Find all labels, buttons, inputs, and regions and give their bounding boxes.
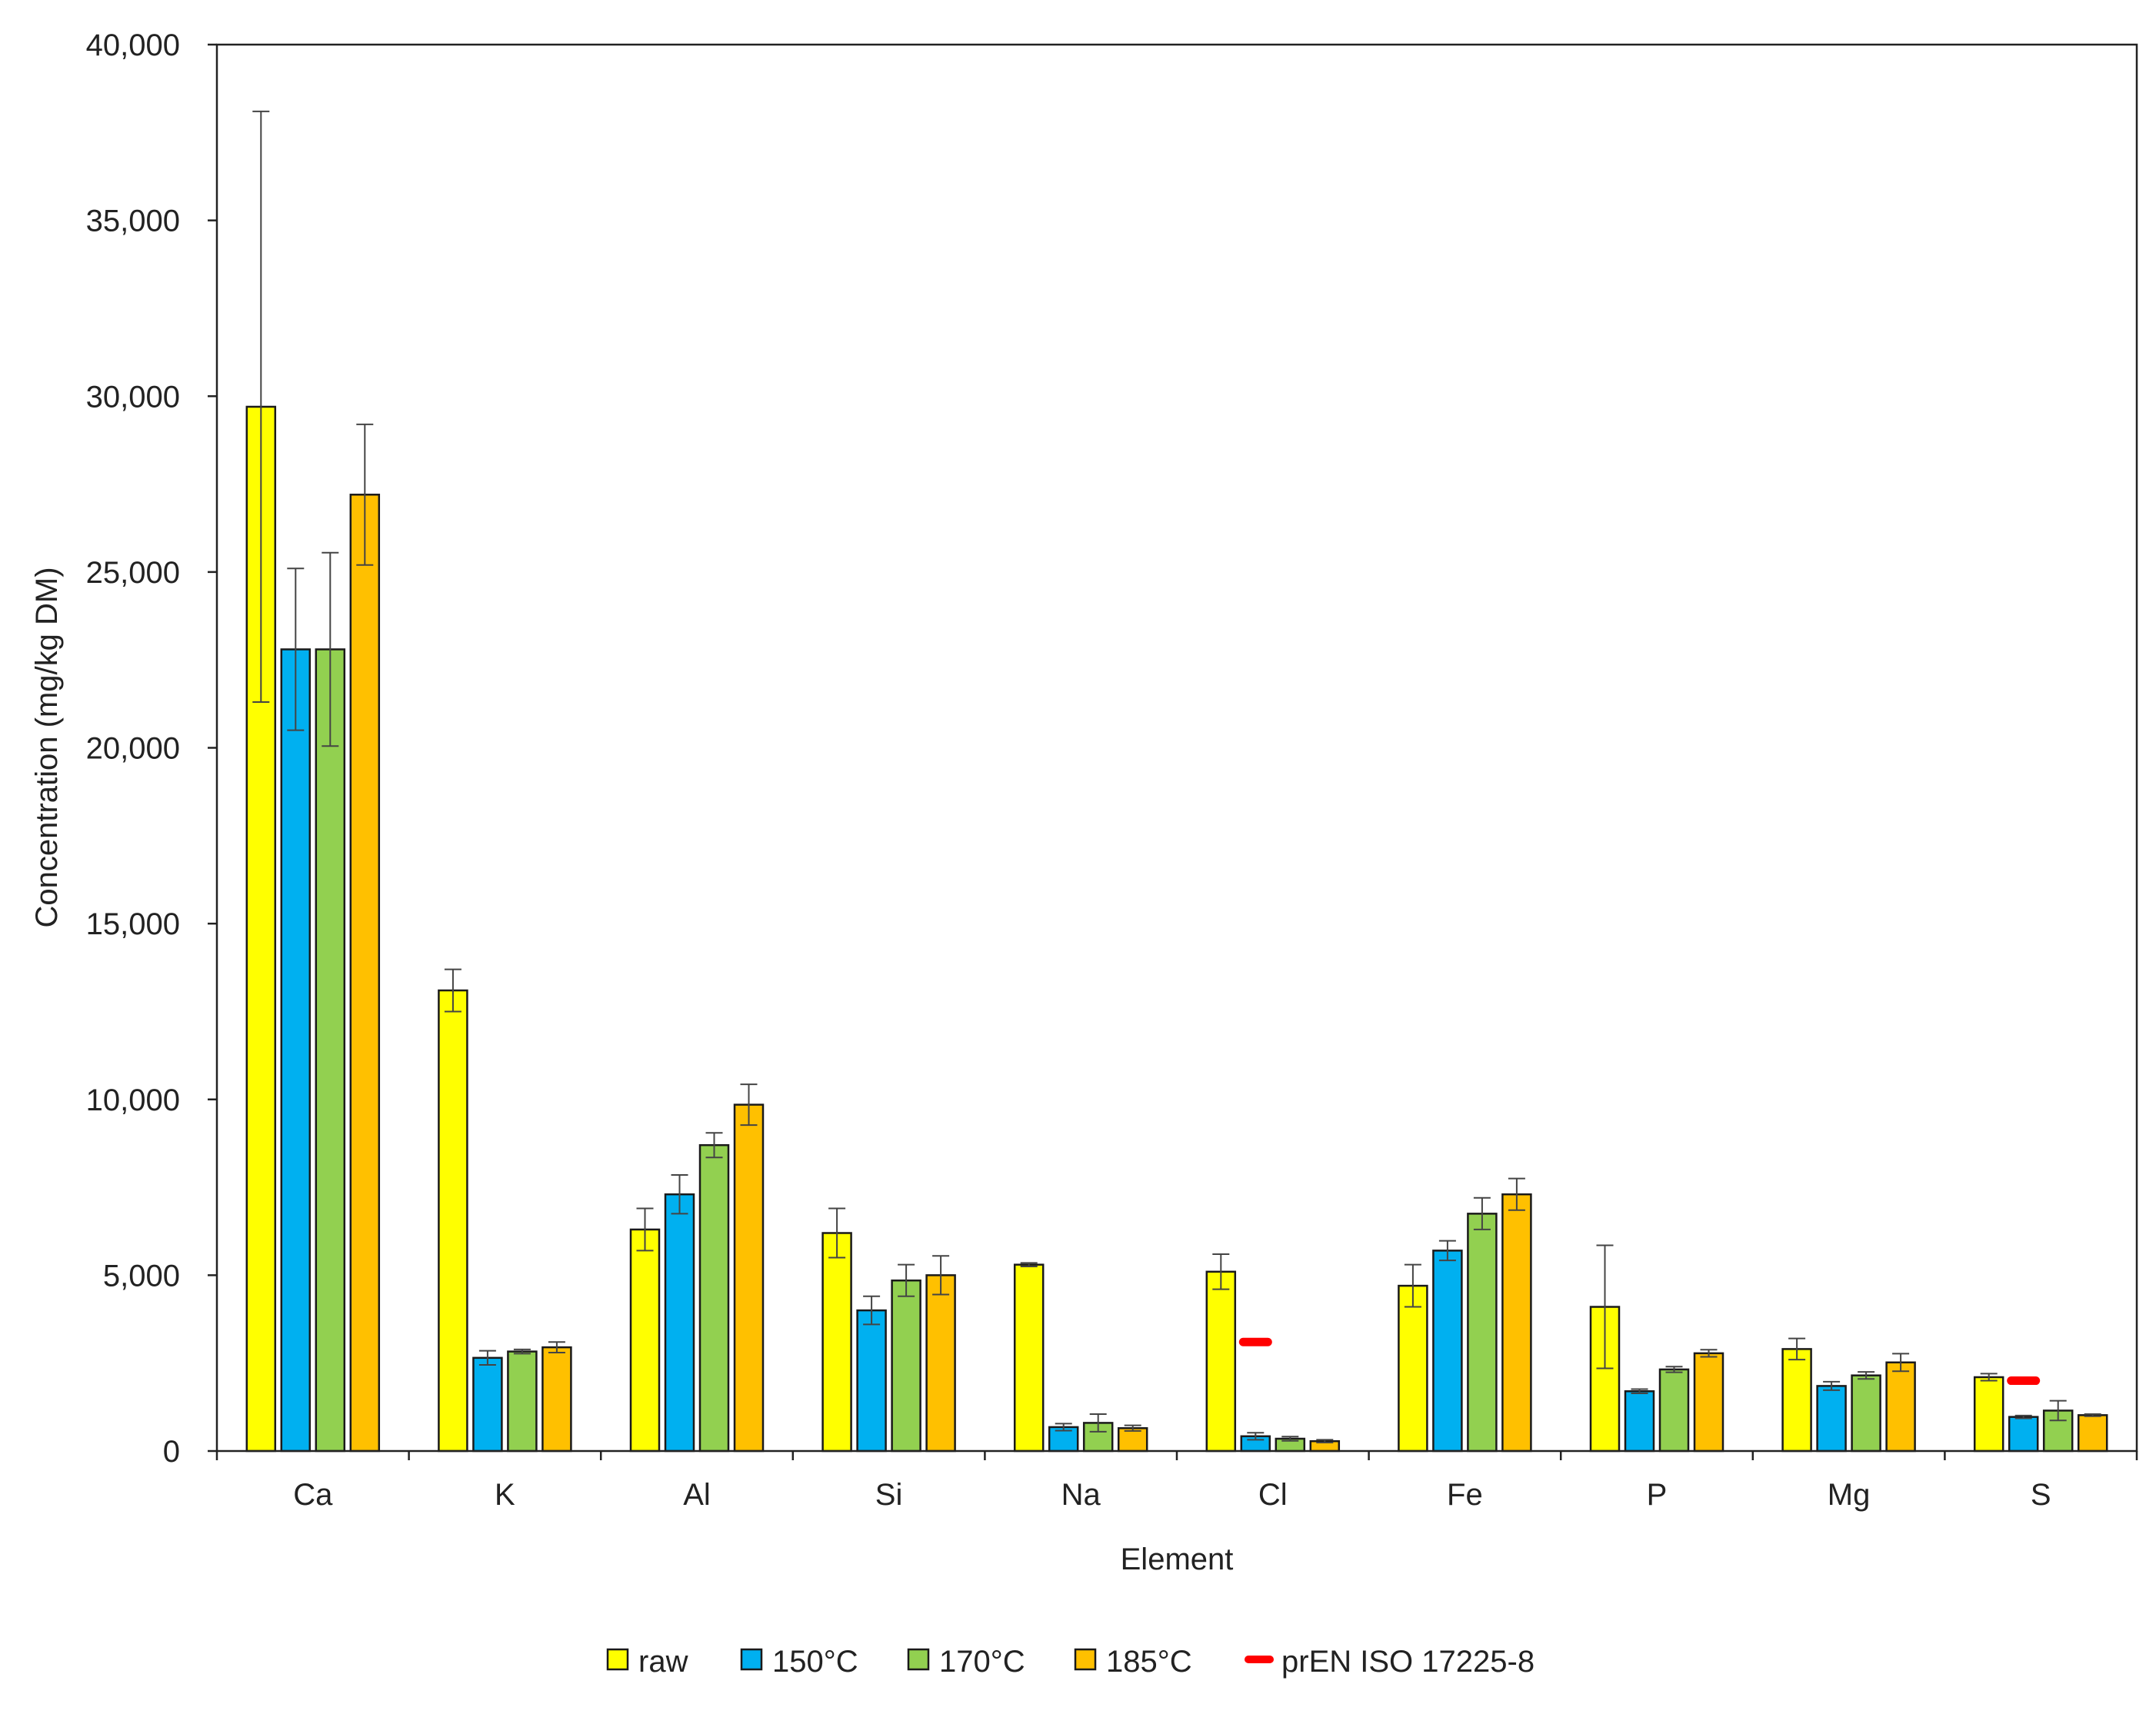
bar-150C-Ca [280,648,312,1453]
bar-raw-Si [821,1232,852,1453]
bar-170C-Ca [315,648,346,1453]
bar-150C-Si [856,1309,887,1453]
bar-185C-P [1693,1352,1724,1453]
y-tick-label: 40,000 [86,28,180,62]
y-tick-label: 5,000 [103,1259,180,1293]
y-axis-title: Concentration (mg/kg DM) [30,567,64,927]
bar-150C-K [472,1356,503,1453]
legend-swatch-raw [606,1648,629,1671]
bar-150C-Fe [1432,1250,1463,1453]
x-tick-label: Al [683,1478,711,1512]
bar-170C-P [1658,1368,1690,1453]
bar-raw-Cl [1205,1270,1237,1453]
bar-raw-K [438,989,468,1453]
x-axis-title: Element [1121,1543,1234,1576]
bar-150C-Mg [1816,1385,1847,1453]
x-tick-label: Ca [293,1478,333,1512]
bar-170C-Na [1082,1422,1114,1453]
bar-185C-Si [925,1274,956,1453]
bar-170C-K [507,1350,538,1453]
x-tick-label: Na [1061,1478,1101,1512]
legend-label: prEN ISO 17225-8 [1281,1645,1535,1679]
x-axis: Ca K Al Si Na Cl Fe P Mg S [215,1451,2138,1512]
bar-raw-Al [629,1228,661,1453]
x-tick-label: Fe [1447,1478,1483,1512]
x-tick-label: K [495,1478,515,1512]
x-tick-label: S [2031,1478,2051,1512]
bar-raw-Mg [1781,1348,1812,1453]
error-bars-layer [252,110,2101,1444]
legend-label: 170°C [939,1645,1025,1679]
x-tick-label: Mg [1828,1478,1871,1512]
legend-label: 150°C [772,1645,858,1679]
legend-swatch-185C [1074,1648,1097,1671]
y-tick-label: 0 [163,1435,180,1469]
y-tick-label: 20,000 [86,732,180,766]
y-axis: 0 5,000 10,000 15,000 20,000 25,000 30,000 35,0… [86,28,217,1469]
bar-150C-Al [664,1193,695,1453]
bar-170C-Si [891,1279,921,1453]
bar-150C-S [2008,1416,2039,1453]
bar-170C-Mg [1851,1374,1881,1453]
bar-185C-Ca [349,494,381,1453]
x-tick-label: Si [875,1478,903,1512]
y-tick-label: 10,000 [86,1083,180,1117]
legend-swatch-150C [740,1648,763,1671]
bar-raw-Fe [1398,1284,1428,1453]
bar-185C-Fe [1501,1193,1532,1453]
bar-185C-K [541,1346,572,1453]
legend-label: 185°C [1106,1645,1192,1679]
y-tick-label: 30,000 [86,380,180,414]
bar-185C-Al [733,1103,765,1453]
y-tick-label: 25,000 [86,556,180,590]
legend: raw 150°C 170°C 185°C prEN ISO 17225-8 [606,1645,1535,1679]
legend-swatch-170C [907,1648,930,1671]
x-tick-label: P [1647,1478,1668,1512]
y-tick-label: 15,000 [86,907,180,941]
bar-170C-Al [698,1143,730,1453]
bar-185C-Mg [1885,1361,1916,1453]
bar-150C-P [1624,1390,1655,1453]
bar-raw-Na [1013,1263,1045,1453]
y-tick-label: 35,000 [86,205,180,238]
bar-185C-S [2077,1414,2108,1453]
reference-marks-layer [1238,1337,2041,1386]
legend-label: raw [638,1645,688,1679]
x-tick-label: Cl [1258,1478,1288,1512]
bar-raw-S [1973,1376,2004,1453]
bar-170C-Fe [1467,1213,1498,1453]
